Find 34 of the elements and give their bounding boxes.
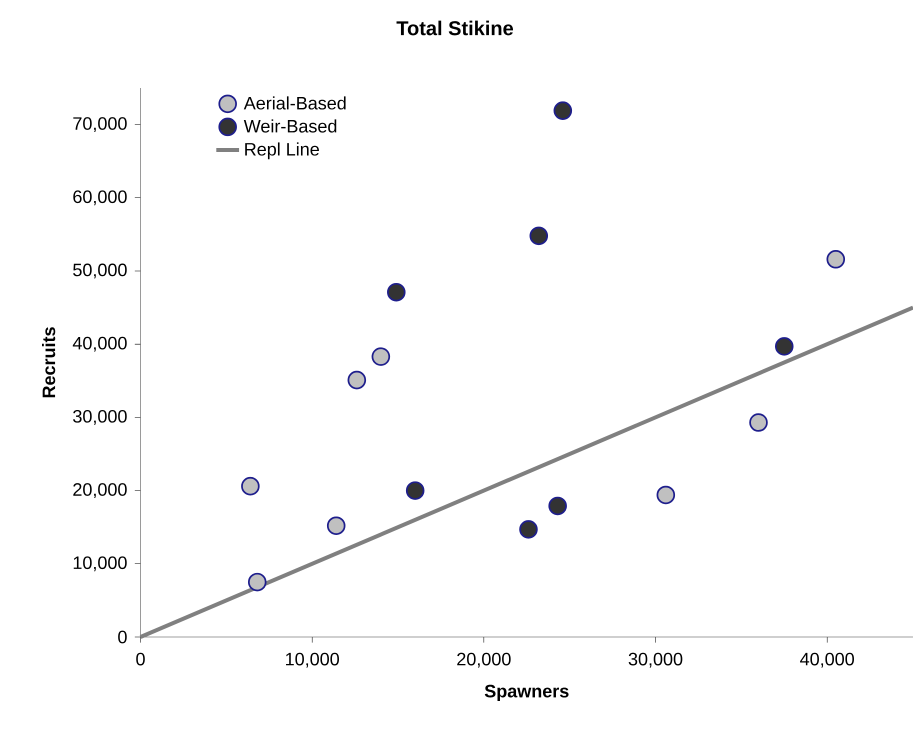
point [548,496,567,516]
point [241,476,260,496]
y-axis-title: Recruits [42,327,56,398]
point [372,347,390,366]
x-axis-title: Spawners [484,684,569,702]
point [749,413,768,432]
x-tick-label: 10,000 [286,652,339,668]
x-tick-label: 20,000 [457,652,511,668]
x-tick-label: 0 [136,652,145,666]
y-tick-label: 10,000 [74,556,127,572]
y-tick-label: 0 [118,630,127,644]
legend-label: Repl Line [245,142,319,160]
point [348,370,366,390]
point [387,282,406,302]
y-tick-label: 20,000 [73,483,127,498]
chart-title: Total Stikine [396,20,514,36]
legend-label: Aerial-Based [244,96,346,110]
y-tick-label: 70,000 [73,117,127,132]
x-tick-label: 30,000 [628,652,682,668]
point [826,250,846,269]
legend-label: Weir-Based [244,119,336,133]
point [774,337,794,356]
y-tick-label: 30,000 [73,410,127,425]
point [530,226,548,246]
y-tick-label: 60,000 [73,190,127,206]
point [519,520,538,539]
point [406,481,424,500]
x-tick-label: 40,000 [800,652,854,668]
point [656,486,676,504]
y-tick-label: 40,000 [72,336,127,352]
point [326,516,346,535]
point [248,572,267,592]
y-tick-label: 50,000 [73,264,127,278]
point [554,101,572,120]
